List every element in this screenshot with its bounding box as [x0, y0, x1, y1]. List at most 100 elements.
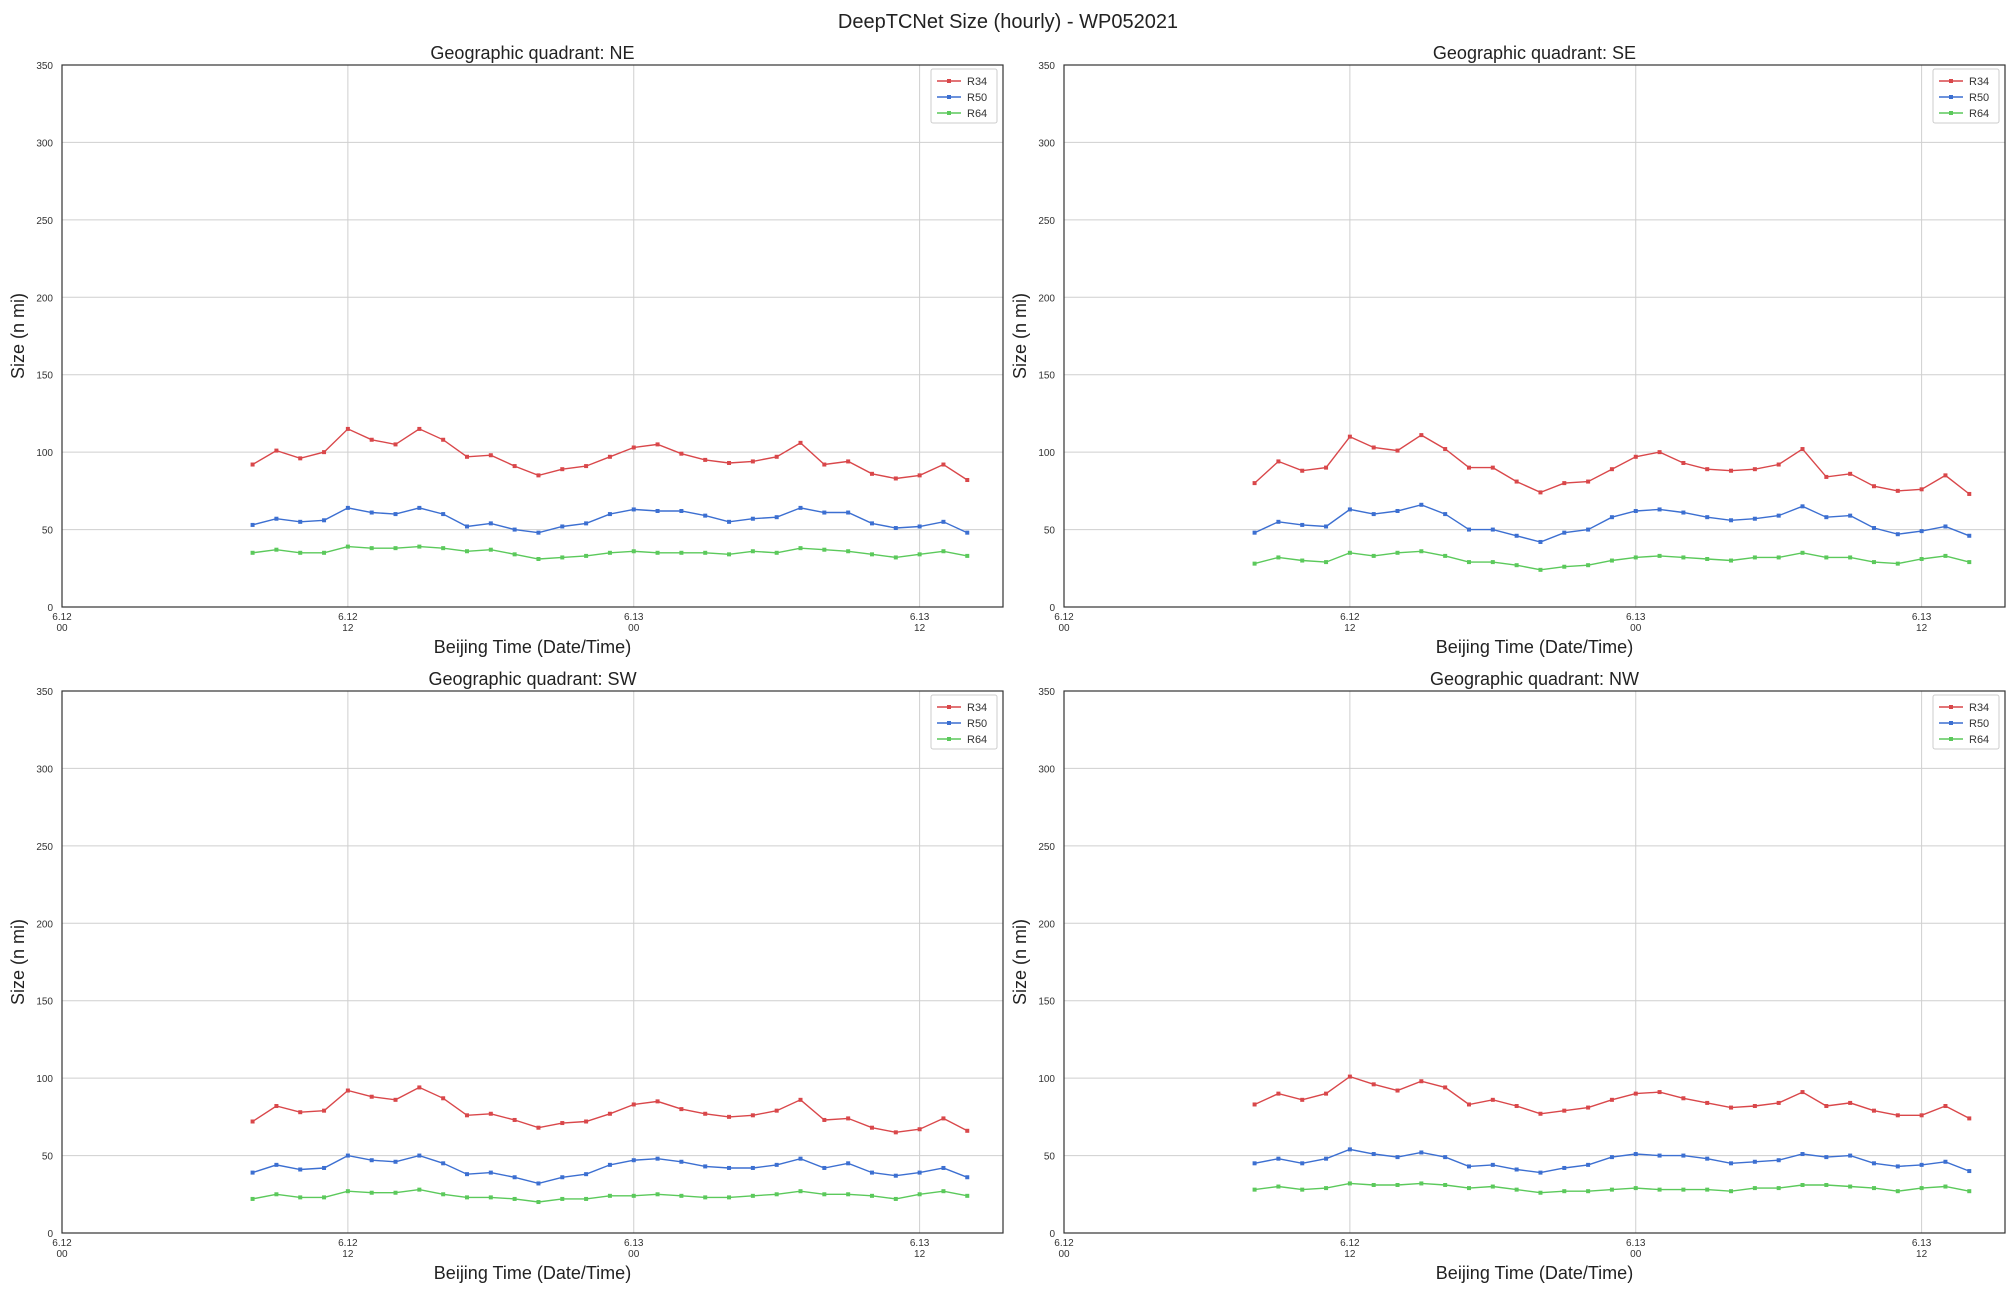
data-point-r34	[1967, 491, 1972, 496]
data-point-r50	[584, 521, 589, 526]
data-point-r50	[417, 505, 422, 510]
data-point-r64	[1395, 550, 1400, 555]
data-point-r34	[1681, 460, 1686, 465]
data-point-r34	[1824, 1104, 1829, 1109]
x-axis-label: Beijing Time (Date/Time)	[1436, 1263, 1633, 1283]
data-point-r34	[1609, 1097, 1614, 1102]
data-point-r64	[1252, 1187, 1257, 1192]
data-point-r64	[417, 544, 422, 549]
legend: R34 R50 R64	[1932, 68, 2000, 124]
data-point-r50	[1824, 1155, 1829, 1160]
data-point-r50	[1419, 1150, 1424, 1155]
chart-panel-2: 0501001502002503003506.12006.12126.13006…	[8, 669, 1004, 1283]
data-point-r50	[369, 1158, 374, 1163]
data-point-r64	[1609, 1187, 1614, 1192]
data-point-r64	[679, 550, 684, 555]
data-point-r34	[536, 473, 541, 478]
x-tick-date-label: 6.12	[1054, 1238, 1074, 1249]
data-point-r34	[322, 1108, 327, 1113]
legend-label: R34	[1969, 702, 1989, 714]
data-point-r34	[1395, 1088, 1400, 1093]
data-point-r50	[607, 512, 612, 517]
data-point-r34	[1681, 1096, 1686, 1101]
data-point-r34	[1490, 465, 1495, 470]
data-point-r34	[893, 1130, 898, 1135]
y-tick-label: 100	[36, 448, 53, 459]
y-tick-label: 250	[36, 842, 53, 853]
data-point-r34	[298, 1110, 303, 1115]
legend-label: R34	[967, 76, 987, 88]
data-point-r34	[727, 1114, 732, 1119]
data-point-r34	[250, 1119, 255, 1124]
data-point-r50	[250, 1170, 255, 1175]
data-point-r50	[631, 507, 636, 512]
data-point-r50	[464, 1172, 469, 1177]
data-point-r64	[750, 1193, 755, 1198]
chart-panel-0: 0501001502002503003506.12006.12126.13006…	[8, 43, 1004, 657]
data-point-r50	[1300, 1161, 1305, 1166]
data-point-r50	[607, 1162, 612, 1167]
data-point-r34	[774, 454, 779, 459]
data-point-r50	[679, 508, 684, 513]
data-point-r50	[798, 1156, 803, 1161]
data-point-r34	[417, 426, 422, 431]
data-point-r50	[750, 1165, 755, 1170]
data-point-r64	[512, 552, 517, 557]
data-point-r50	[917, 524, 922, 529]
data-point-r64	[1705, 1187, 1710, 1192]
data-point-r64	[1347, 1181, 1352, 1186]
data-point-r34	[917, 473, 922, 478]
data-point-r34	[560, 467, 565, 472]
y-tick-label: 350	[36, 61, 53, 72]
data-point-r50	[560, 1175, 565, 1180]
y-tick-label: 150	[36, 371, 53, 382]
legend-label: R64	[967, 108, 987, 120]
legend-label: R50	[967, 718, 987, 730]
data-point-r34	[917, 1127, 922, 1132]
data-point-r34	[822, 1117, 827, 1122]
data-point-r64	[560, 1196, 565, 1201]
data-point-r50	[1443, 1155, 1448, 1160]
data-point-r50	[941, 519, 946, 524]
data-point-r64	[1300, 1187, 1305, 1192]
x-tick-date-label: 6.13	[624, 1238, 644, 1249]
data-point-r50	[1300, 522, 1305, 527]
data-point-r50	[869, 1170, 874, 1175]
data-point-r34	[1395, 448, 1400, 453]
x-tick-date-label: 6.12	[52, 612, 72, 623]
data-point-r64	[1347, 550, 1352, 555]
data-point-r64	[1538, 1190, 1543, 1195]
data-point-r64	[774, 1192, 779, 1197]
data-point-r34	[607, 454, 612, 459]
y-tick-label: 350	[1038, 61, 1055, 72]
series-line-r50	[252, 507, 968, 534]
data-point-r34	[869, 471, 874, 476]
data-point-r34	[1347, 434, 1352, 439]
data-point-r64	[941, 1189, 946, 1194]
data-point-r64	[1466, 560, 1471, 565]
data-point-r64	[1490, 560, 1495, 565]
data-point-r50	[345, 1153, 350, 1158]
y-tick-label: 50	[42, 526, 54, 537]
data-point-r34	[322, 450, 327, 455]
data-point-r34	[1538, 1111, 1543, 1116]
data-point-r34	[1609, 467, 1614, 472]
y-tick-label: 150	[36, 997, 53, 1008]
data-point-r34	[512, 464, 517, 469]
y-tick-label: 300	[36, 138, 53, 149]
data-point-r50	[1562, 1165, 1567, 1170]
data-point-r34	[488, 1111, 493, 1116]
data-point-r34	[1371, 1082, 1376, 1087]
data-point-r64	[607, 550, 612, 555]
data-point-r34	[1347, 1074, 1352, 1079]
data-point-r50	[536, 1181, 541, 1186]
data-point-r64	[1609, 558, 1614, 563]
legend-marker-r64	[1949, 737, 1953, 741]
x-tick-time-label: 12	[342, 623, 354, 634]
data-point-r50	[393, 1159, 398, 1164]
data-point-r34	[1562, 481, 1567, 486]
data-point-r34	[250, 462, 255, 467]
data-point-r34	[1300, 468, 1305, 473]
data-point-r64	[1752, 555, 1757, 560]
data-point-r64	[1276, 1184, 1281, 1189]
